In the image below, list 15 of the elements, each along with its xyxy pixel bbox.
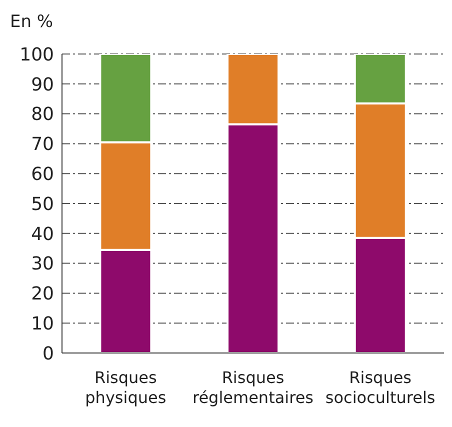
y-axis-title: En %: [10, 12, 54, 32]
y-tick-label: 20: [31, 284, 54, 305]
x-tick-label: Risques réglementaires: [192, 368, 314, 407]
y-tick-label: 30: [31, 254, 54, 275]
y-tick-label: 10: [31, 313, 54, 334]
y-tick-label: 0: [42, 343, 54, 364]
y-tick-label: 80: [31, 104, 54, 126]
y-tick-label: 90: [31, 74, 54, 96]
y-tick-label: 60: [31, 164, 54, 185]
y-tick-label: 70: [31, 134, 54, 156]
x-tick-label: Risques physiques: [85, 368, 166, 407]
x-tick-label: Risques socioculturels: [325, 368, 436, 407]
y-tick-label: 50: [31, 194, 54, 215]
y-tick-label: 40: [31, 224, 54, 245]
y-tick-label: 100: [20, 44, 54, 66]
